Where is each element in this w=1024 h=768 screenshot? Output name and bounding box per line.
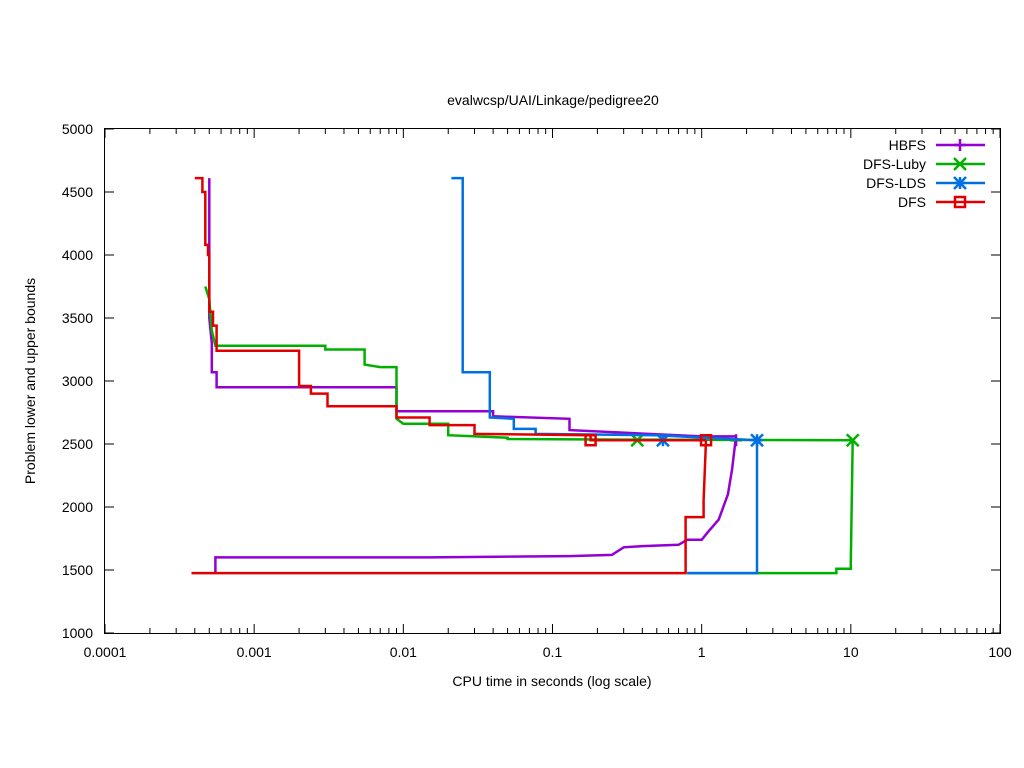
y-tick-label: 3000 xyxy=(62,373,93,389)
legend-label-hbfs: HBFS xyxy=(889,137,926,153)
series-dfs-lower-bound xyxy=(191,440,708,575)
axis-tick-labels: 0.0001 0.001 0.01 0.1 1 10 100 1000 1500 2000 2500… xyxy=(62,121,1012,660)
y-tick-label: 1500 xyxy=(62,562,93,578)
series-dfs-lds-upper-bound xyxy=(451,176,758,442)
series-dfs-lds-marker xyxy=(750,433,764,448)
y-tick-label: 4000 xyxy=(62,247,93,263)
y-tick-label: 5000 xyxy=(62,121,93,137)
plot-frame xyxy=(104,128,1001,634)
series-dfs-marker xyxy=(699,433,713,447)
y-tick-label: 3500 xyxy=(62,310,93,326)
legend-label-dfs: DFS xyxy=(898,194,926,210)
series-hbfs-upper-bound xyxy=(208,178,736,438)
y-axis-label: Problem lower and upper bounds xyxy=(22,278,38,484)
series-dfs-luby-marker xyxy=(845,433,860,448)
series-dfs-lds-lower-bound xyxy=(687,440,759,575)
series-dfs-luby-lower-bound xyxy=(687,440,854,575)
x-tick-label: 0.01 xyxy=(390,644,417,660)
x-tick-label: 10 xyxy=(843,644,859,660)
y-tick-label: 1000 xyxy=(62,625,93,641)
x-tick-label: 0.0001 xyxy=(84,644,127,660)
y-tick-label: 2000 xyxy=(62,499,93,515)
legend-marker-dfs-lds xyxy=(953,176,967,190)
chart-title: evalwcsp/UAI/Linkage/pedigree20 xyxy=(447,92,659,108)
x-tick-label: 0.1 xyxy=(543,644,563,660)
x-tick-label: 0.001 xyxy=(237,644,272,660)
series-dfs-upper-bound xyxy=(194,176,706,442)
y-tick-label: 2500 xyxy=(62,436,93,452)
legend-label-dfs-lds: DFS-LDS xyxy=(866,175,926,191)
legend-marker-dfs-luby xyxy=(953,157,967,171)
series-layer xyxy=(191,176,860,575)
y-tick-label: 4500 xyxy=(62,184,93,200)
series-dfs-luby-upper-bound xyxy=(204,286,853,442)
x-tick-label: 1 xyxy=(698,644,706,660)
legend: HBFS DFS-Luby DFS-LDS DFS xyxy=(863,137,985,210)
axis-ticks xyxy=(104,128,1001,634)
x-tick-label: 100 xyxy=(988,644,1012,660)
legend-marker-hbfs xyxy=(954,139,966,151)
legend-label-dfs-luby: DFS-Luby xyxy=(863,156,926,172)
legend-marker-dfs xyxy=(953,195,967,209)
x-axis-label: CPU time in seconds (log scale) xyxy=(452,673,651,689)
series-dfs-marker xyxy=(584,433,597,447)
series-hbfs-lower-bound xyxy=(214,436,738,574)
